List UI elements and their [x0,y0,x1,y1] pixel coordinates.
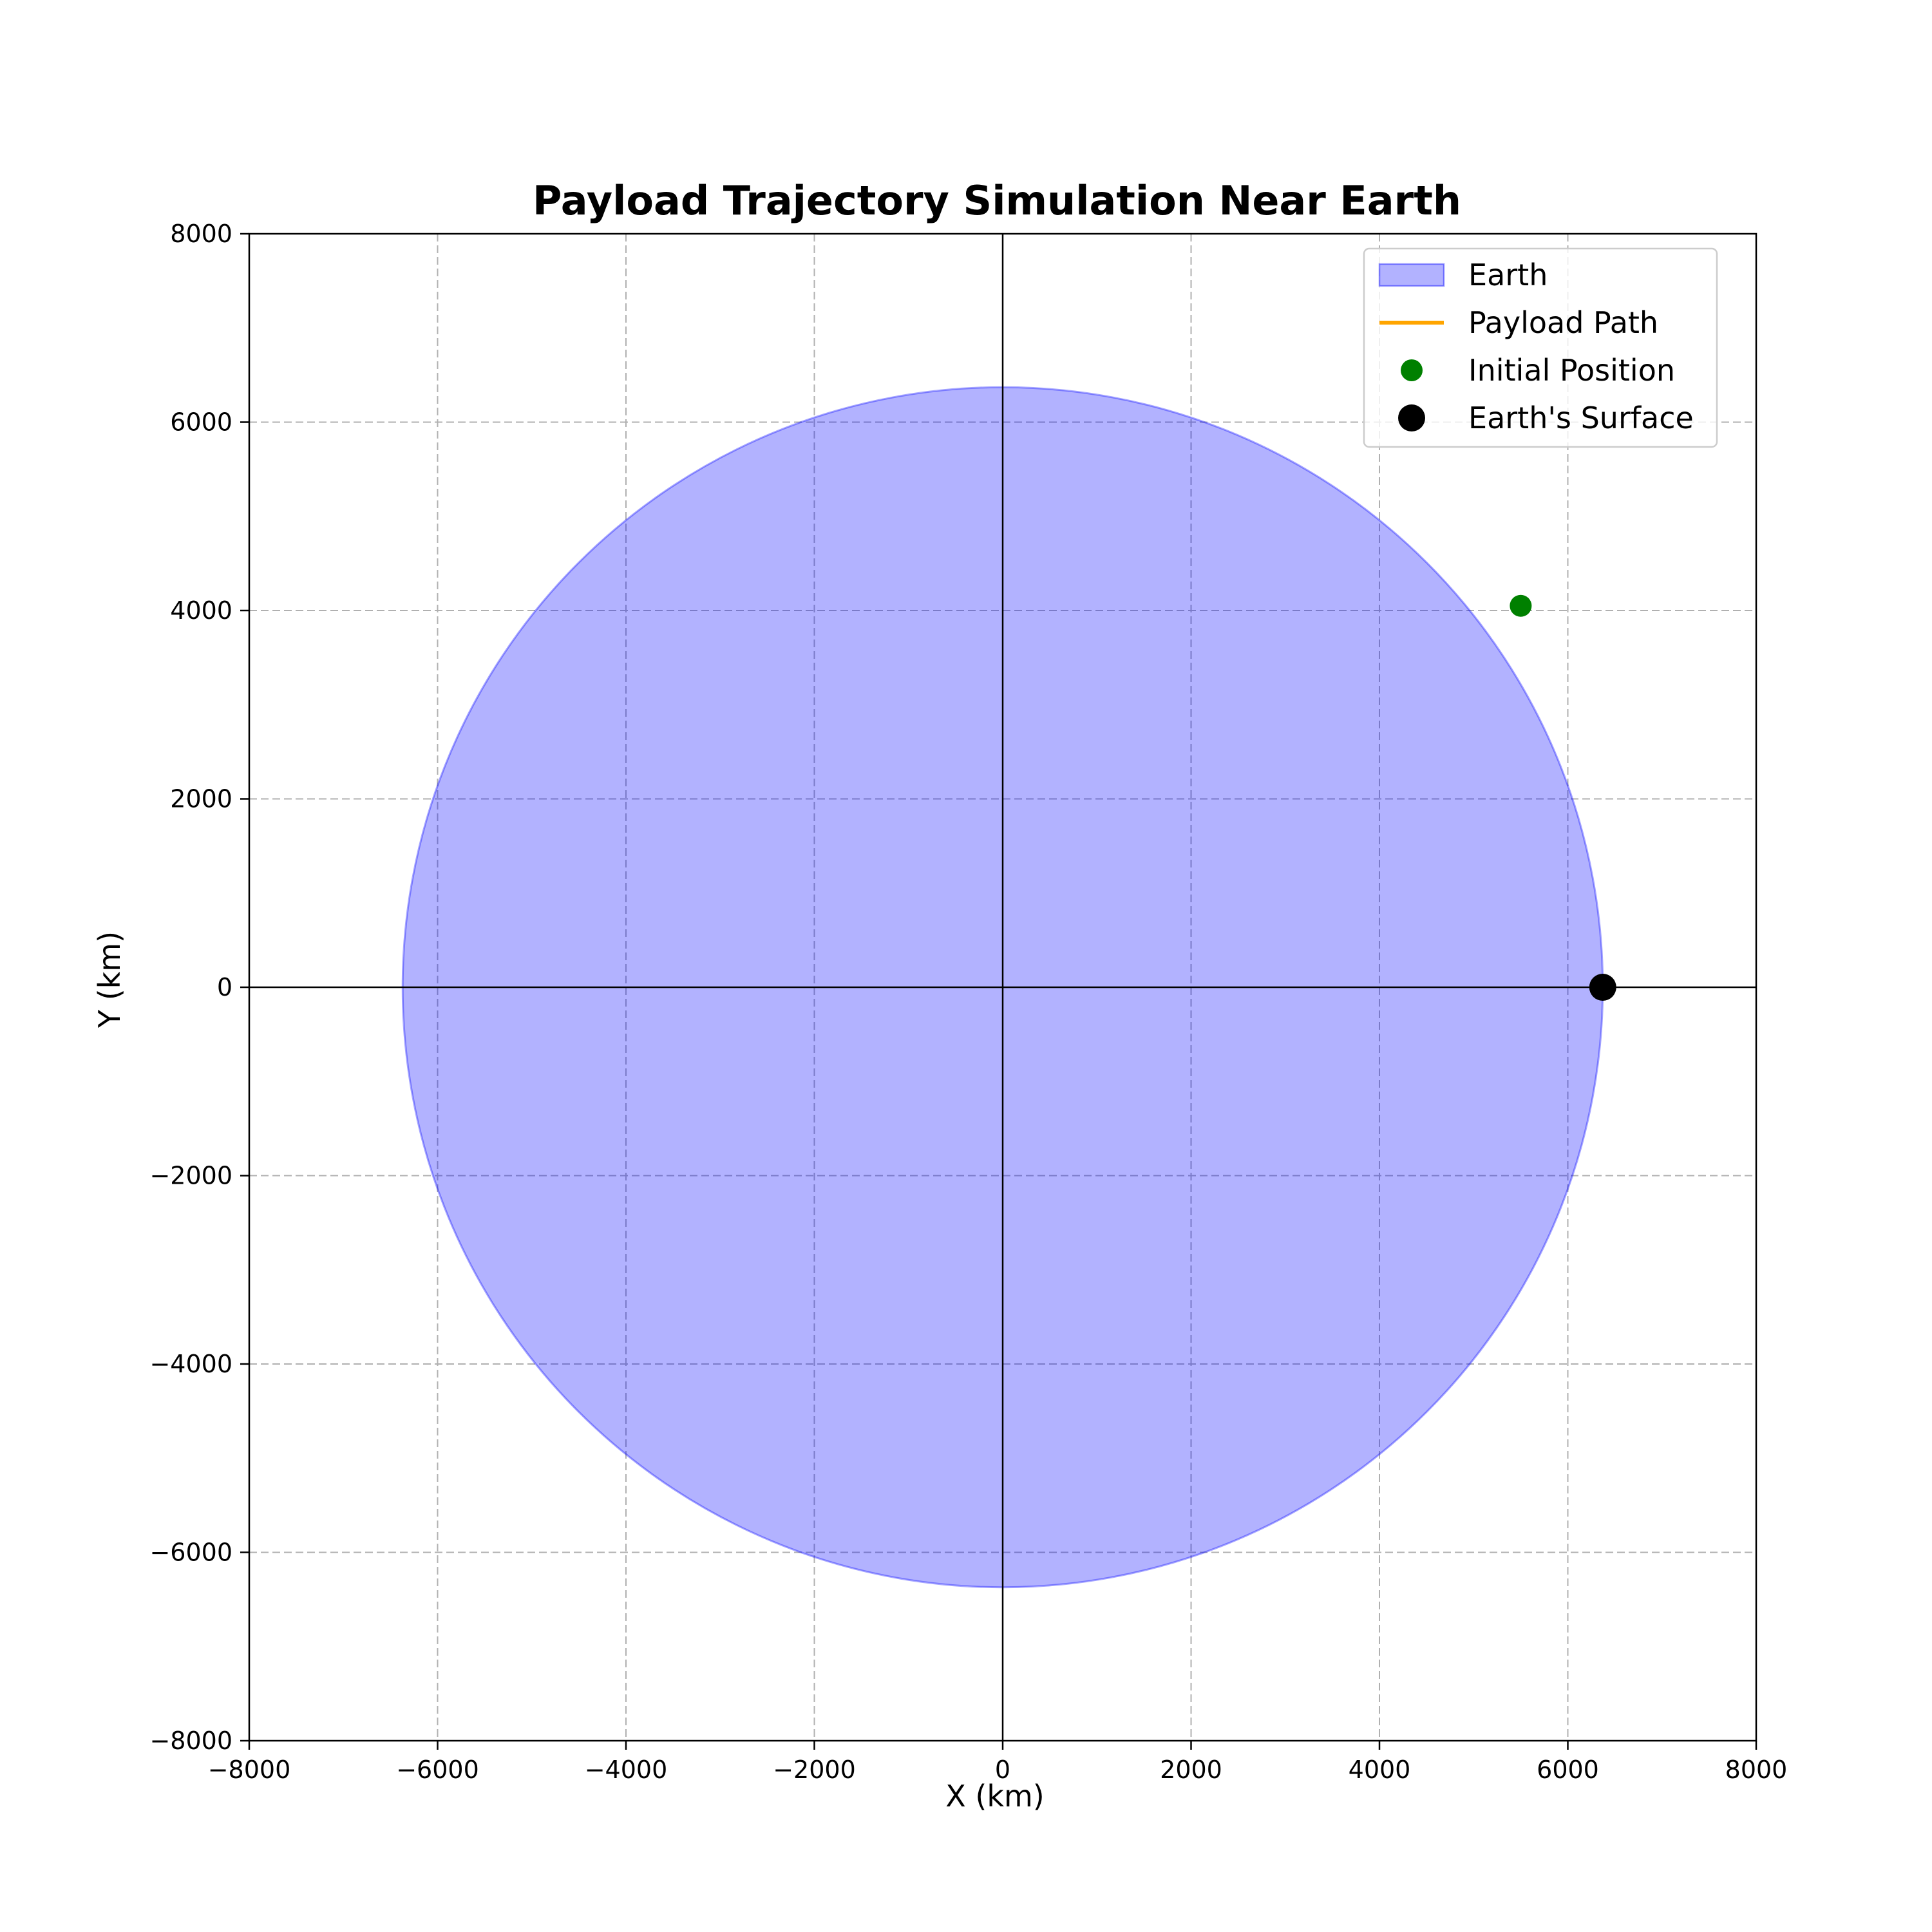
y-tick-label-7: 6000 [170,408,232,437]
legend: Earth Payload Path Initial Position Eart… [1363,247,1718,448]
y-axis-label: Y (km) [92,931,127,1028]
series-layer [1510,594,1616,1001]
y-tick-label-3: −2000 [149,1162,232,1190]
x-tick-label-6: 4000 [1349,1756,1411,1784]
legend-swatch-initial-position [1401,359,1423,381]
x-axis-label: X (km) [945,1779,1044,1814]
x-tick-label-8: 8000 [1725,1756,1788,1784]
x-axis-ticks: −8000 −6000 −4000 −2000 0 2000 4000 6000 8000 [208,1741,1788,1784]
x-tick-label-2: −4000 [585,1756,668,1784]
y-tick-label-1: −6000 [149,1539,232,1567]
y-axis-ticks: −8000 −6000 −4000 −2000 0 2000 4000 6000 8000 [149,220,249,1755]
x-tick-label-5: 2000 [1160,1756,1222,1784]
y-tick-label-2: −4000 [149,1350,232,1378]
point-initial-position [1510,594,1532,617]
legend-swatch-earth [1378,263,1445,287]
y-tick-label-6: 4000 [170,596,232,625]
y-tick-label-8: 8000 [170,220,232,248]
x-tick-label-3: −2000 [773,1756,856,1784]
y-tick-label-4: 0 [217,973,232,1001]
legend-swatch-earths-surface [1398,404,1425,431]
y-tick-label-5: 2000 [170,785,232,813]
point-earth-s-surface [1589,974,1616,1001]
y-tick-label-0: −8000 [149,1727,232,1755]
chart-title: Payload Trajectory Simulation Near Earth [533,177,1461,224]
x-tick-label-4: 0 [995,1756,1010,1784]
legend-label-earths-surface: Earth's Surface [1468,401,1694,435]
legend-box [1363,247,1718,448]
legend-label-earth: Earth [1468,258,1548,292]
legend-label-initial-position: Initial Position [1468,353,1675,388]
x-tick-label-1: −6000 [396,1756,479,1784]
legend-label-payload-path: Payload Path [1468,305,1658,340]
x-tick-label-7: 6000 [1537,1756,1599,1784]
zero-lines [249,234,1756,1741]
x-tick-label-0: −8000 [208,1756,291,1784]
